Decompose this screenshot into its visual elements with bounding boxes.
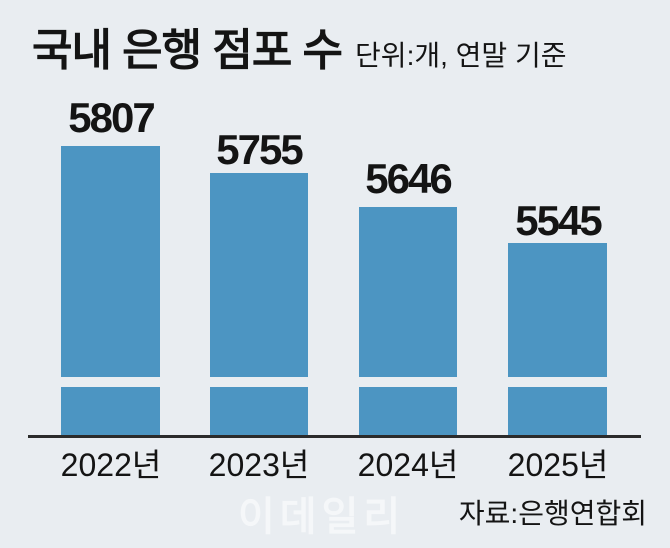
year-label-2025: 2025년 [507,447,609,483]
chart-unit-note: 단위:개, 연말 기준 [355,40,567,71]
chart-title: 국내 은행 점포 수 [32,26,343,75]
bar-2023 [210,173,308,435]
year-label-2023: 2023년 [208,447,310,483]
value-label-2022: 5807 [68,94,155,141]
x-axis-line [28,435,641,438]
source-credit: 자료:은행연합회 [458,498,647,529]
bar-2025 [508,243,607,435]
value-label-2025: 5545 [515,197,602,244]
year-label-2024: 2024년 [357,447,459,483]
edaily-watermark: 이데일리 [238,495,406,539]
axis-break-stripe [28,377,641,387]
bar-2022 [61,146,160,435]
year-label-2022: 2022년 [60,447,162,483]
value-label-2023: 5755 [216,126,303,173]
value-label-2024: 5646 [365,155,452,202]
chart-header: 국내 은행 점포 수 단위:개, 연말 기준 [32,26,567,77]
bar-2024 [359,207,457,435]
